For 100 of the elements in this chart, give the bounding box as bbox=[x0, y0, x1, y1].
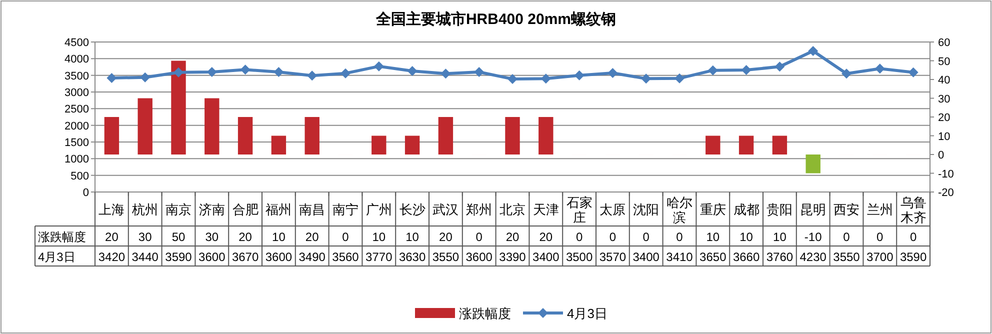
data-label: 3660 bbox=[732, 250, 760, 264]
x-tick-label: 上海 bbox=[98, 202, 125, 217]
y2-tick-label: 20 bbox=[938, 112, 950, 124]
bar bbox=[238, 117, 253, 154]
data-label: 4230 bbox=[800, 250, 827, 264]
data-label: 0 bbox=[910, 230, 917, 244]
point bbox=[240, 64, 250, 75]
x-tick-label: 昆明 bbox=[800, 202, 826, 217]
data-label: 3570 bbox=[599, 250, 626, 264]
point bbox=[842, 68, 852, 79]
bar bbox=[806, 154, 820, 174]
point bbox=[874, 64, 885, 74]
y2-tick-label: 50 bbox=[938, 56, 950, 68]
data-label: 3590 bbox=[165, 250, 192, 264]
x-tick-label: 郑州 bbox=[466, 202, 492, 217]
y2-tick-label: 0 bbox=[938, 150, 944, 162]
x-tick-label: 贵阳 bbox=[766, 202, 793, 217]
x-tick-label: 南昌 bbox=[299, 202, 326, 217]
point bbox=[307, 70, 318, 81]
data-label: 3670 bbox=[232, 250, 259, 264]
point bbox=[206, 67, 217, 77]
data-label: 20 bbox=[105, 230, 119, 244]
data-label: 3500 bbox=[566, 250, 593, 264]
point bbox=[407, 66, 418, 76]
data-label: 10 bbox=[773, 230, 787, 244]
data-label: 0 bbox=[342, 230, 350, 244]
chart-title: 全国主要城市HRB400 20mm螺纹钢 bbox=[374, 10, 616, 28]
x-tick-label: 杭州 bbox=[131, 202, 158, 217]
y2-tick-label: 30 bbox=[938, 93, 950, 106]
point bbox=[140, 72, 150, 82]
x-tick-label: 武汉 bbox=[432, 202, 459, 217]
data-label: 3410 bbox=[666, 250, 694, 264]
point bbox=[674, 73, 684, 84]
bar bbox=[204, 98, 220, 154]
data-label: 3700 bbox=[866, 250, 894, 264]
y2-tick-label: 60 bbox=[938, 37, 950, 49]
data-label: 3560 bbox=[332, 250, 360, 264]
data-label: 0 bbox=[576, 230, 583, 244]
point bbox=[708, 65, 718, 76]
point bbox=[374, 61, 384, 72]
text: 涨跌幅度 bbox=[38, 230, 86, 244]
point bbox=[508, 74, 518, 84]
y2-tick-label: 10 bbox=[938, 130, 950, 143]
point bbox=[908, 67, 918, 78]
data-label: 10 bbox=[406, 230, 420, 244]
data-label: 3600 bbox=[198, 250, 226, 264]
data-label: 0 bbox=[642, 230, 650, 244]
bar bbox=[772, 136, 788, 154]
bar bbox=[706, 136, 720, 154]
point bbox=[174, 67, 184, 78]
data-label: 0 bbox=[876, 230, 884, 244]
data-label: 3400 bbox=[532, 250, 560, 264]
point bbox=[641, 74, 652, 84]
x-tick-label: 兰州 bbox=[866, 202, 893, 217]
data-label: 3760 bbox=[766, 250, 794, 264]
bar bbox=[372, 136, 386, 154]
bar bbox=[404, 136, 420, 154]
data-label: 10 bbox=[706, 230, 720, 244]
x-tick-label: 乌鲁木齐 bbox=[900, 195, 926, 225]
x-tick-label: 南宁 bbox=[332, 202, 358, 217]
bar bbox=[505, 117, 520, 154]
legend-label: 涨跌幅度 bbox=[459, 306, 511, 321]
y-tick-label: 4000 bbox=[64, 54, 89, 66]
point bbox=[608, 68, 618, 78]
y2-tick-label: -20 bbox=[938, 187, 954, 199]
data-label: 10 bbox=[372, 230, 386, 244]
x-tick-label: 长沙 bbox=[399, 202, 426, 217]
data-label: 3550 bbox=[833, 250, 860, 264]
bar bbox=[438, 117, 454, 154]
point bbox=[741, 65, 752, 75]
x-tick-label: 西安 bbox=[834, 202, 860, 217]
data-label: 10 bbox=[740, 230, 754, 244]
bar bbox=[171, 60, 186, 154]
bar bbox=[738, 136, 754, 154]
data-label: 3600 bbox=[265, 250, 292, 264]
x-tick-label: 广州 bbox=[366, 202, 392, 217]
x-tick-label: 石家庄 bbox=[566, 195, 592, 225]
data-label: 20 bbox=[305, 230, 320, 244]
point bbox=[540, 74, 551, 84]
data-label: 3400 bbox=[632, 250, 660, 264]
data-label: 3600 bbox=[466, 250, 493, 264]
point bbox=[808, 46, 818, 56]
x-tick-label: 天津 bbox=[532, 202, 559, 217]
point bbox=[340, 68, 350, 78]
data-label: 3390 bbox=[499, 250, 526, 264]
y-tick-label: 1000 bbox=[64, 154, 89, 166]
data-label: 30 bbox=[205, 230, 219, 244]
data-label: 3420 bbox=[98, 250, 126, 264]
point bbox=[474, 67, 484, 77]
x-tick-label: 福州 bbox=[266, 202, 292, 217]
point bbox=[440, 68, 451, 79]
data-label: -10 bbox=[804, 230, 822, 244]
bar bbox=[271, 136, 286, 154]
data-label: 3650 bbox=[700, 250, 727, 264]
point bbox=[574, 70, 584, 80]
x-tick-label: 哈尔滨 bbox=[666, 195, 692, 225]
data-label: 20 bbox=[539, 230, 553, 244]
y-tick-label: 4500 bbox=[64, 37, 89, 49]
text: 4月3日 bbox=[38, 250, 76, 264]
data-label: 3550 bbox=[432, 250, 460, 264]
